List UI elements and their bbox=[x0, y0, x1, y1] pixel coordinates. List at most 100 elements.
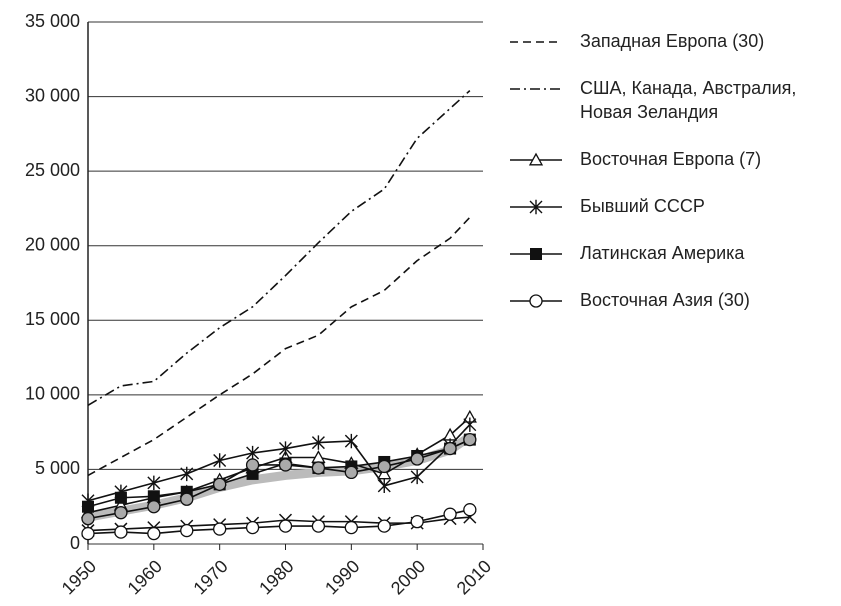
marker-part bbox=[344, 520, 358, 535]
marker-part bbox=[377, 519, 391, 533]
marker-part bbox=[213, 522, 227, 536]
marker bbox=[463, 503, 477, 517]
marker bbox=[528, 152, 544, 166]
legend-label: Латинская Америка bbox=[580, 243, 745, 263]
x-tick-label: 1980 bbox=[255, 556, 297, 598]
marker bbox=[147, 526, 161, 541]
y-tick-label: 25 000 bbox=[25, 160, 80, 180]
y-tick-label: 0 bbox=[70, 533, 80, 553]
marker-part bbox=[463, 432, 477, 447]
marker-part bbox=[81, 526, 95, 541]
marker bbox=[278, 519, 293, 533]
marker-part bbox=[463, 503, 477, 517]
marker bbox=[213, 522, 227, 536]
marker bbox=[344, 520, 358, 535]
marker-part bbox=[278, 458, 293, 472]
marker bbox=[344, 433, 358, 449]
marker-part bbox=[530, 248, 542, 260]
marker bbox=[180, 466, 194, 482]
y-tick-label: 15 000 bbox=[25, 309, 80, 329]
marker bbox=[114, 491, 127, 504]
marker-part bbox=[528, 152, 544, 166]
y-tick-label: 10 000 bbox=[25, 384, 80, 404]
legend-label-line: Восточная Европа (7) bbox=[580, 149, 761, 169]
marker bbox=[311, 435, 325, 450]
marker bbox=[443, 507, 457, 521]
marker bbox=[245, 520, 260, 535]
marker-part bbox=[147, 475, 161, 491]
marker-part bbox=[377, 459, 391, 474]
legend-label: Западная Европа (30) bbox=[580, 31, 764, 51]
marker bbox=[180, 523, 194, 538]
y-tick-label: 30 000 bbox=[25, 85, 80, 105]
marker-part bbox=[245, 520, 260, 535]
marker-part bbox=[279, 441, 292, 456]
y-tick-label: 20 000 bbox=[25, 234, 80, 254]
marker-part bbox=[114, 491, 127, 504]
y-tick-label: 35 000 bbox=[25, 11, 80, 31]
legend-label: США, Канада, Австралия, Новая Зеландия bbox=[580, 78, 796, 122]
marker bbox=[377, 478, 391, 494]
marker-part bbox=[377, 478, 391, 494]
marker-part bbox=[311, 519, 326, 533]
marker-part bbox=[147, 500, 161, 514]
marker bbox=[311, 519, 326, 533]
marker-part bbox=[311, 461, 326, 475]
x-tick-label: 2000 bbox=[387, 556, 429, 598]
legend-label-line: США, Канада, Австралия, bbox=[580, 78, 796, 98]
marker bbox=[463, 417, 477, 432]
legend-label: Восточная Азия (30) bbox=[580, 290, 750, 310]
legend-label-line: Латинская Америка bbox=[580, 243, 745, 263]
marker bbox=[81, 511, 95, 526]
marker-part bbox=[529, 294, 543, 308]
marker bbox=[147, 475, 161, 491]
marker bbox=[311, 461, 326, 475]
legend-label-line: Восточная Азия (30) bbox=[580, 290, 750, 310]
marker-part bbox=[82, 500, 94, 513]
x-tick-label: 2010 bbox=[453, 556, 495, 598]
marker bbox=[344, 465, 358, 480]
marker-part bbox=[114, 525, 128, 539]
marker-part bbox=[213, 477, 227, 491]
x-tick-label: 1970 bbox=[189, 556, 231, 598]
x-tick-label: 1960 bbox=[124, 556, 166, 598]
marker-part bbox=[443, 441, 457, 456]
marker-part bbox=[410, 514, 424, 529]
marker bbox=[246, 445, 260, 461]
marker-part bbox=[180, 466, 194, 482]
series-line bbox=[87, 90, 471, 406]
marker bbox=[278, 458, 293, 472]
marker bbox=[377, 459, 391, 474]
x-tick-label: 1990 bbox=[321, 556, 363, 598]
marker bbox=[246, 467, 259, 480]
marker bbox=[410, 514, 424, 529]
legend-label: Бывший СССР bbox=[580, 196, 705, 216]
marker bbox=[530, 248, 542, 260]
marker-part bbox=[344, 465, 358, 480]
x-tick-label: 1950 bbox=[58, 556, 100, 598]
legend-label-line: Новая Зеландия bbox=[580, 102, 718, 122]
marker bbox=[245, 458, 260, 472]
marker bbox=[279, 441, 292, 456]
marker-part bbox=[245, 458, 260, 472]
marker-part bbox=[147, 490, 160, 503]
legend-label-line: Бывший СССР bbox=[580, 196, 705, 216]
marker-part bbox=[344, 433, 358, 449]
marker bbox=[377, 519, 391, 533]
marker-part bbox=[147, 526, 161, 541]
marker bbox=[82, 500, 94, 513]
marker bbox=[529, 294, 543, 308]
marker bbox=[114, 506, 128, 520]
y-tick-label: 5 000 bbox=[35, 458, 80, 478]
marker-part bbox=[213, 453, 227, 468]
marker-part bbox=[114, 506, 128, 520]
marker-part bbox=[180, 492, 194, 506]
marker-part bbox=[529, 199, 543, 215]
marker-part bbox=[180, 523, 194, 538]
marker-part bbox=[463, 417, 477, 432]
marker bbox=[147, 500, 161, 514]
marker-part bbox=[410, 469, 424, 485]
marker-part bbox=[410, 452, 424, 466]
marker bbox=[213, 453, 227, 468]
